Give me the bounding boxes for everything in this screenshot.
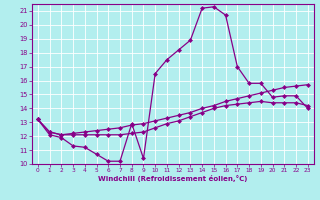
X-axis label: Windchill (Refroidissement éolien,°C): Windchill (Refroidissement éolien,°C) <box>98 175 247 182</box>
